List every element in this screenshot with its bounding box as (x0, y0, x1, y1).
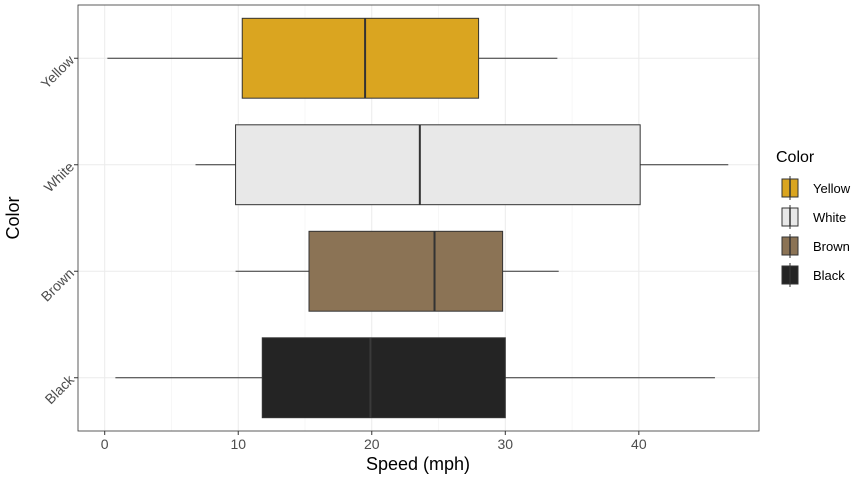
legend-label: White (813, 210, 846, 225)
box-iqr (241, 17, 480, 99)
box-brown (235, 230, 559, 312)
legend-item-brown: Brown (781, 234, 850, 258)
legend-item-yellow: Yellow (781, 176, 851, 200)
legend-label: Brown (813, 239, 850, 254)
legend-label: Yellow (813, 181, 851, 196)
legend-item-black: Black (781, 263, 845, 287)
x-tick-label: 0 (101, 436, 109, 452)
x-tick-label: 30 (498, 436, 514, 452)
box-iqr (261, 337, 506, 419)
legend-title: Color (776, 149, 815, 166)
x-axis-ticks: 0 10 20 30 40 (101, 431, 647, 452)
box-iqr (235, 124, 641, 206)
x-tick-label: 10 (230, 436, 246, 452)
panel-border (77, 4, 760, 432)
y-axis-title: Color (3, 196, 23, 239)
box-yellow (107, 17, 558, 99)
x-tick-label: 20 (364, 436, 380, 452)
legend-label: Black (813, 268, 845, 283)
x-axis-title: Speed (mph) (366, 454, 470, 474)
boxes (107, 17, 729, 419)
box-black (115, 337, 715, 419)
box-white (195, 124, 729, 206)
legend-item-white: White (781, 205, 846, 229)
x-tick-label: 40 (631, 436, 647, 452)
legend: Color Yellow White Brown Black (776, 149, 851, 287)
box-iqr (308, 230, 504, 312)
